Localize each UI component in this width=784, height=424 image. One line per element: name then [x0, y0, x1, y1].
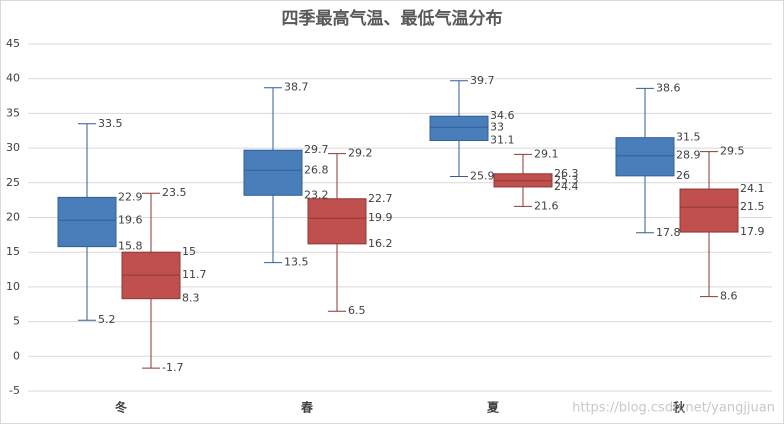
data-label: 21.5 — [740, 200, 765, 213]
y-tick-label: 45 — [6, 37, 20, 50]
data-label: 39.7 — [470, 74, 495, 87]
y-tick-label: 15 — [6, 245, 20, 258]
data-label: 22.9 — [118, 190, 143, 203]
chart-title: 四季最高气温、最低气温分布 — [282, 8, 503, 29]
data-label: 8.3 — [182, 292, 200, 305]
data-label: 29.7 — [304, 143, 329, 156]
box — [307, 198, 367, 245]
data-label: 29.1 — [534, 147, 559, 160]
data-label: 22.7 — [368, 192, 393, 205]
box — [679, 188, 739, 233]
y-tick-label: 25 — [6, 176, 20, 189]
data-label: 31.5 — [676, 131, 701, 144]
box — [429, 115, 489, 141]
data-label: 38.6 — [656, 81, 681, 94]
data-label: 29.2 — [348, 147, 373, 160]
y-tick-label: 0 — [13, 349, 20, 362]
data-label: 5.2 — [98, 313, 116, 326]
data-label: 38.7 — [284, 81, 309, 94]
data-label: 21.6 — [534, 199, 559, 212]
data-label: 25.9 — [470, 170, 495, 183]
data-label: 19.9 — [368, 211, 393, 224]
watermark: https://blog.csdn.net/yangjjuan — [572, 401, 775, 416]
data-label: 33 — [490, 120, 504, 133]
box — [615, 137, 675, 177]
x-tick-label: 冬 — [115, 400, 127, 415]
data-label: 11.7 — [182, 268, 207, 281]
data-label: 13.5 — [284, 256, 309, 269]
data-label: 19.6 — [118, 213, 143, 226]
x-tick-label: 秋 — [673, 400, 686, 415]
data-label: 26.3 — [554, 167, 579, 180]
y-tick-label: 35 — [6, 106, 20, 119]
data-label: 17.9 — [740, 225, 765, 238]
data-label: 31.1 — [490, 133, 515, 146]
x-tick-label: 春 — [300, 400, 314, 415]
y-tick-label: 5 — [13, 315, 20, 328]
data-label: 24.4 — [554, 180, 579, 193]
data-label: 6.5 — [348, 304, 366, 317]
data-label: 23.5 — [162, 186, 187, 199]
box — [57, 196, 117, 248]
data-label: 25.3 — [554, 174, 579, 187]
y-tick-label: 30 — [6, 141, 20, 154]
y-tick-label: 20 — [6, 211, 20, 224]
data-label: 8.6 — [720, 290, 738, 303]
data-label: 15.8 — [118, 240, 143, 253]
data-label: -1.7 — [162, 361, 183, 374]
data-label: 17.8 — [656, 226, 681, 239]
data-label: 24.1 — [740, 182, 765, 195]
data-label: 34.6 — [490, 109, 515, 122]
y-tick-label: 10 — [6, 280, 20, 293]
data-label: 33.5 — [98, 117, 123, 130]
x-tick-label: 夏 — [487, 401, 500, 415]
data-label: 16.2 — [368, 237, 393, 250]
y-tick-label: -5 — [9, 384, 20, 397]
data-label: 29.5 — [720, 145, 745, 158]
data-label: 26 — [676, 169, 690, 182]
y-tick-label: 40 — [6, 72, 20, 85]
data-label: 26.8 — [304, 163, 329, 176]
data-label: 23.2 — [304, 188, 329, 201]
data-label: 15 — [182, 245, 196, 258]
box — [243, 149, 303, 196]
data-label: 28.9 — [676, 149, 701, 162]
